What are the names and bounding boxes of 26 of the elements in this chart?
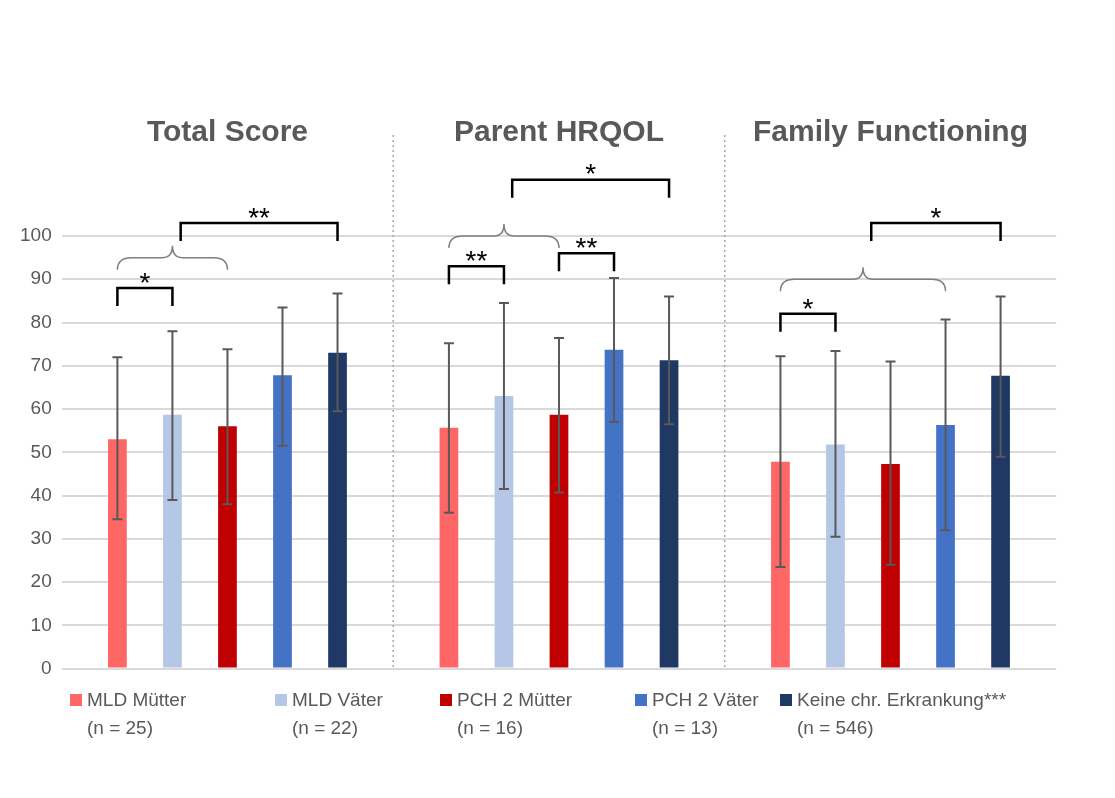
text: * bbox=[930, 201, 942, 233]
legend-label: MLD Väter (n = 22) bbox=[292, 688, 383, 740]
legend-label: MLD Mütter (n = 25) bbox=[87, 688, 187, 740]
x-tick-label: Total Score bbox=[146, 114, 309, 148]
annotation: ** bbox=[465, 245, 488, 276]
legend-label: Keine chr. Erkrankung*** (n = 546) bbox=[797, 688, 1007, 740]
text: ** bbox=[248, 201, 271, 233]
y-tick-label: 70 bbox=[30, 354, 52, 376]
x-tick-label: Family Functioning bbox=[753, 114, 1028, 148]
y-tick-label: 90 bbox=[30, 267, 52, 289]
y-tick-label: 50 bbox=[30, 440, 52, 462]
annotation: * bbox=[139, 266, 151, 298]
legend-label: PCH 2 Mütter (n = 16) bbox=[457, 688, 573, 740]
text: * bbox=[585, 158, 597, 190]
y-tick-label: 0 bbox=[41, 656, 52, 678]
y-tick-label: 30 bbox=[30, 527, 52, 549]
y-tick-label: 40 bbox=[30, 483, 52, 505]
y-tick-label: 20 bbox=[30, 570, 52, 592]
annotation: ** bbox=[575, 232, 598, 264]
y-tick-label: 80 bbox=[30, 310, 52, 332]
legend-label: PCH 2 Väter (n = 13) bbox=[652, 688, 759, 740]
annotation: * bbox=[802, 292, 814, 324]
y-tick-label: 10 bbox=[30, 613, 52, 635]
x-tick-label: Parent HRQOL bbox=[453, 114, 664, 148]
y-tick-label: 60 bbox=[30, 397, 52, 419]
y-tick-label: 100 bbox=[20, 224, 52, 246]
